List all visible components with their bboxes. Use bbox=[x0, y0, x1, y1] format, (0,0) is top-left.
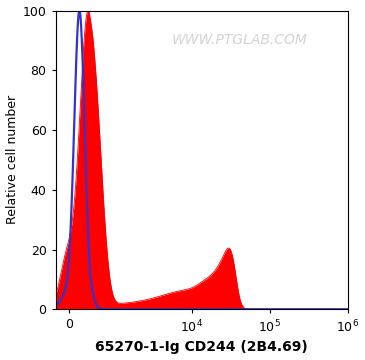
Y-axis label: Relative cell number: Relative cell number bbox=[5, 95, 19, 225]
X-axis label: 65270-1-Ig CD244 (2B4.69): 65270-1-Ig CD244 (2B4.69) bbox=[95, 341, 308, 355]
Text: WWW.PTGLAB.COM: WWW.PTGLAB.COM bbox=[172, 33, 308, 48]
